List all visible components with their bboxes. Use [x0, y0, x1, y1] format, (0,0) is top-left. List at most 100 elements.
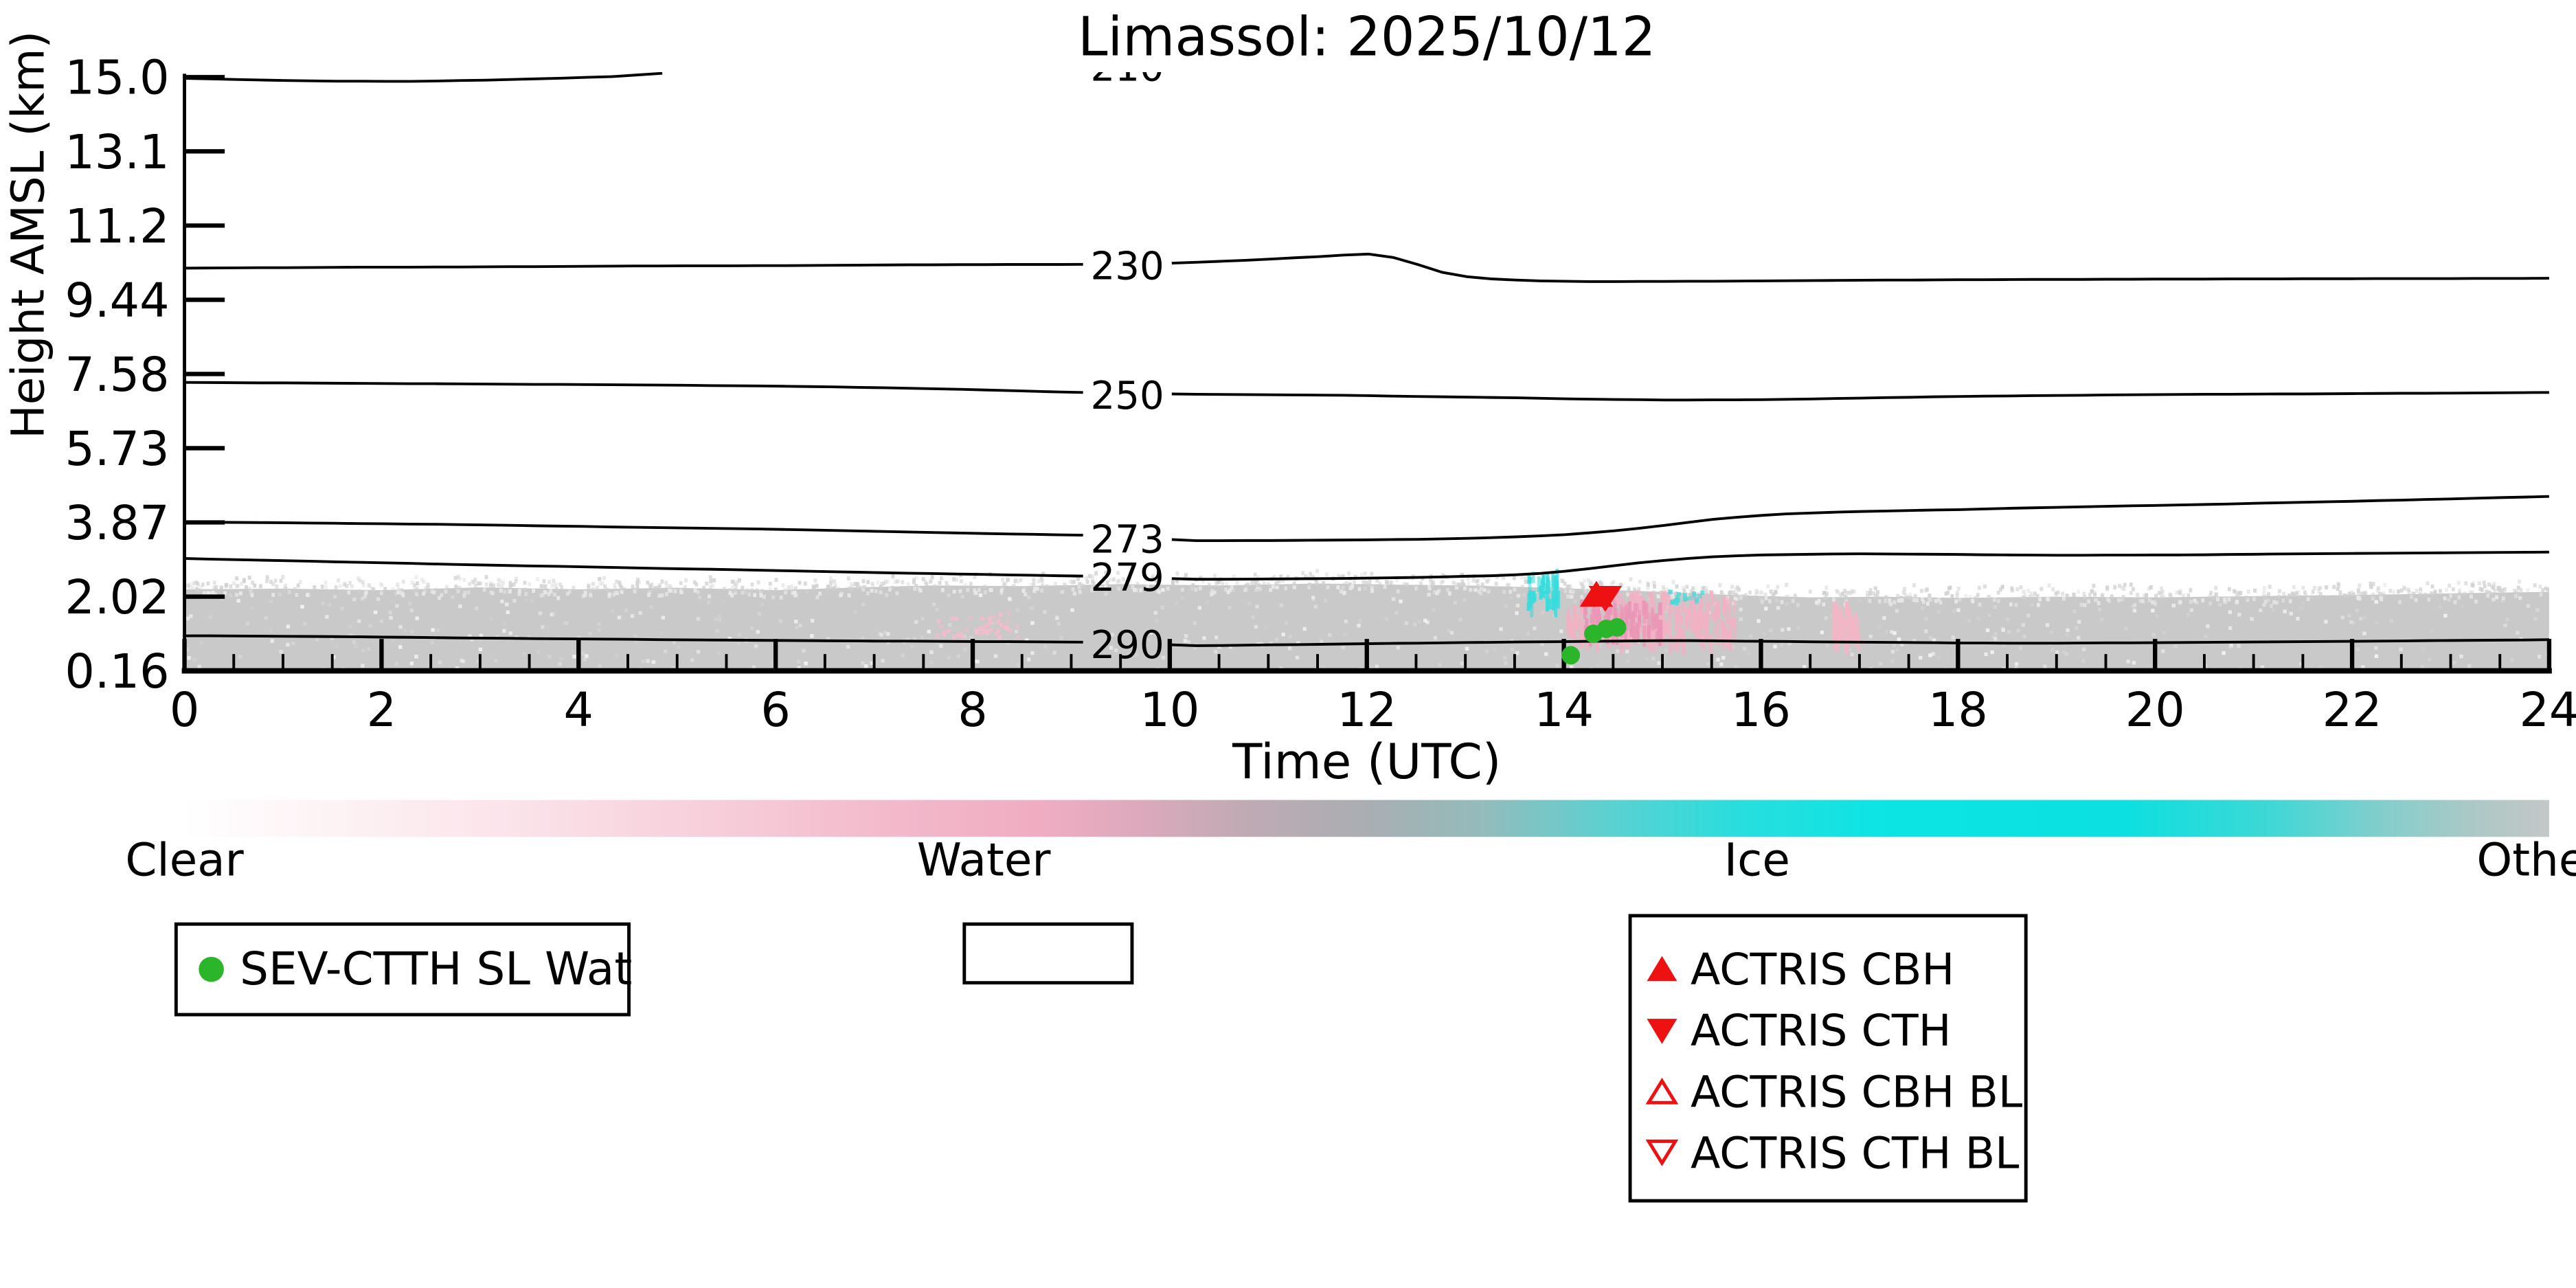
- band-fuzz: [298, 580, 302, 585]
- band-fuzz: [2464, 581, 2468, 586]
- band-fuzz: [914, 584, 918, 588]
- band-fuzz: [1930, 597, 1933, 602]
- band-speckle: [1043, 644, 1048, 649]
- band-speckle: [379, 619, 384, 623]
- band-fuzz: [1348, 582, 1352, 587]
- band-fuzz: [1944, 591, 1948, 596]
- band-fuzz: [773, 587, 778, 592]
- band-speckle: [352, 640, 357, 644]
- band-speckle: [1889, 630, 1894, 634]
- band-fuzz: [2208, 594, 2212, 599]
- band-fuzz: [2149, 585, 2153, 589]
- band-fuzz: [1561, 579, 1565, 583]
- x-tick-label: 12: [1337, 683, 1397, 738]
- class-patch-water-speckle-early: [994, 631, 999, 636]
- band-fuzz: [2029, 591, 2033, 596]
- band-speckle: [1394, 611, 1399, 615]
- band-speckle: [2222, 651, 2226, 655]
- band-fuzz: [2538, 585, 2542, 589]
- band-speckle: [1824, 643, 1829, 648]
- band-fuzz: [1896, 594, 1900, 598]
- band-speckle: [1928, 653, 1932, 657]
- band-fuzz: [709, 579, 713, 584]
- band-speckle: [794, 620, 798, 624]
- band-fuzz: [242, 578, 246, 583]
- band-speckle: [394, 662, 399, 666]
- band-speckle: [376, 597, 381, 601]
- band-fuzz: [224, 583, 228, 587]
- class-patch-water-patch-14-16: [1616, 591, 1620, 603]
- class-patch-water-streak-17: [1838, 609, 1842, 622]
- band-fuzz: [1101, 579, 1105, 583]
- band-speckle: [1460, 662, 1464, 666]
- band-fuzz: [1143, 574, 1147, 578]
- x-tick-label: 8: [958, 683, 987, 738]
- class-patch-water-patch-14-16: [1660, 593, 1664, 611]
- band-fuzz: [499, 588, 503, 593]
- band-fuzz: [861, 587, 866, 592]
- band-fuzz: [1166, 586, 1170, 591]
- band-fuzz: [413, 583, 416, 588]
- band-fuzz: [2077, 589, 2081, 594]
- band-fuzz: [293, 587, 297, 591]
- band-speckle: [1059, 635, 1064, 640]
- band-fuzz: [901, 580, 905, 585]
- band-fuzz: [1154, 578, 1158, 583]
- band-speckle: [1559, 629, 1563, 633]
- band-speckle: [1976, 616, 1981, 621]
- band-fuzz: [1873, 594, 1877, 598]
- band-fuzz: [2399, 588, 2404, 593]
- band-speckle: [1251, 615, 1255, 620]
- band-speckle: [1739, 607, 1743, 611]
- band-speckle: [495, 635, 500, 639]
- band-fuzz: [1956, 587, 1961, 591]
- band-fuzz: [2492, 582, 2496, 587]
- band-fuzz: [426, 585, 430, 589]
- band-speckle: [508, 631, 512, 635]
- band-speckle: [197, 664, 201, 669]
- band-fuzz: [363, 591, 368, 596]
- band-speckle: [1030, 651, 1035, 655]
- class-patch-water-patch-14-16: [1674, 622, 1677, 631]
- band-speckle: [1645, 657, 1649, 662]
- band-fuzz: [1950, 594, 1954, 598]
- class-patch-water-patch-14-16: [1675, 633, 1679, 651]
- contour-label-279: 279: [1091, 556, 1164, 600]
- class-patch-water-patch-14-16: [1726, 617, 1730, 625]
- band-fuzz: [879, 585, 883, 589]
- band-fuzz: [271, 593, 275, 597]
- band-fuzz: [2101, 592, 2105, 597]
- class-patch-water-patch-core: [1585, 618, 1589, 630]
- band-speckle: [245, 622, 250, 626]
- band-fuzz: [588, 588, 592, 593]
- band-speckle: [2438, 605, 2442, 609]
- band-fuzz: [2154, 594, 2158, 598]
- band-fuzz: [1672, 594, 1676, 599]
- band-speckle: [1134, 653, 1138, 657]
- band-fuzz: [1796, 602, 1800, 607]
- band-speckle: [1625, 649, 1629, 654]
- band-speckle: [883, 631, 888, 635]
- band-speckle: [474, 607, 479, 611]
- band-fuzz: [1791, 599, 1795, 603]
- band-fuzz: [232, 581, 236, 586]
- band-speckle: [714, 617, 718, 621]
- band-speckle: [2362, 615, 2367, 620]
- band-fuzz: [2019, 585, 2023, 589]
- band-fuzz: [1580, 582, 1584, 587]
- band-fuzz: [1505, 583, 1509, 587]
- class-patch-water-patch-14-16: [1689, 623, 1693, 631]
- band-speckle: [2518, 596, 2522, 600]
- band-fuzz: [659, 587, 663, 592]
- band-speckle: [920, 635, 924, 640]
- band-fuzz: [2406, 587, 2410, 592]
- band-fuzz: [847, 586, 851, 591]
- band-fuzz: [1037, 579, 1041, 583]
- class-patch-water-patch-core: [1580, 600, 1583, 607]
- band-fuzz: [1146, 585, 1150, 589]
- band-fuzz: [1326, 585, 1330, 589]
- band-fuzz: [253, 583, 257, 588]
- band-fuzz: [500, 585, 504, 589]
- class-patch-ice-bits-15: [1676, 591, 1681, 596]
